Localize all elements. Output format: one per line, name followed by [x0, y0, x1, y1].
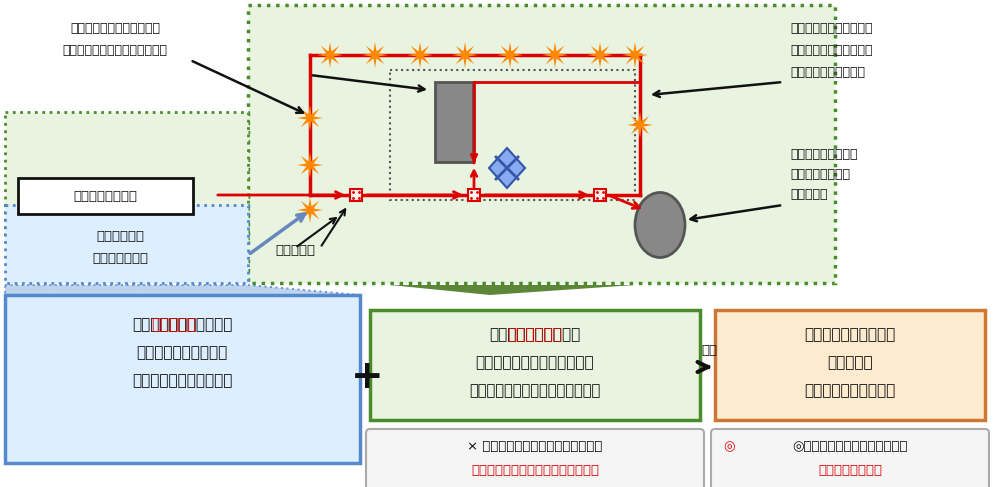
Polygon shape [452, 42, 478, 68]
FancyBboxPatch shape [468, 189, 480, 201]
Text: 線形演算のみ: 線形演算のみ [507, 327, 562, 342]
FancyBboxPatch shape [5, 295, 360, 463]
Polygon shape [407, 42, 433, 68]
Polygon shape [317, 42, 343, 68]
Text: +: + [351, 358, 383, 396]
Text: 万能量子コンピュータ: 万能量子コンピュータ [804, 383, 896, 398]
FancyBboxPatch shape [248, 5, 835, 283]
FancyBboxPatch shape [594, 189, 606, 201]
Polygon shape [627, 112, 653, 138]
Text: ◎: ◎ [723, 441, 734, 453]
Text: × 線形演算のみでは大規模化しても: × 線形演算のみでは大規模化しても [467, 441, 603, 453]
FancyBboxPatch shape [370, 310, 700, 420]
Text: 光パルス発生源: 光パルス発生源 [92, 251, 148, 264]
Polygon shape [390, 285, 635, 295]
Polygon shape [489, 148, 525, 188]
Text: 非線形演算を可能にする: 非線形演算を可能にする [132, 318, 232, 333]
FancyBboxPatch shape [5, 112, 248, 240]
Polygon shape [362, 42, 388, 68]
Text: 線形演算のみが可能な: 線形演算のみが可能な [489, 327, 581, 342]
Polygon shape [297, 152, 323, 178]
Text: 量子性の強い: 量子性の強い [96, 229, 144, 243]
Ellipse shape [635, 192, 685, 258]
Text: メモリの役割のループ: メモリの役割のループ [790, 65, 865, 78]
Text: あらゆる計算が可能な: あらゆる計算が可能な [804, 327, 896, 342]
Polygon shape [622, 42, 648, 68]
Text: 多数の光パルスを蓄える: 多数の光パルスを蓄える [790, 43, 872, 56]
Text: 演算処理のために補助的に: 演算処理のために補助的に [70, 21, 160, 35]
Text: 利用するスクイーズド光パルス: 利用するスクイーズド光パルス [62, 43, 168, 56]
Text: 繰り返しさまざまな: 繰り返しさまざまな [790, 149, 858, 162]
FancyBboxPatch shape [715, 310, 985, 420]
Text: 現代のコンピュータは超えられない: 現代のコンピュータは超えられない [471, 464, 599, 476]
Text: プロセッサ: プロセッサ [790, 188, 828, 202]
FancyBboxPatch shape [350, 189, 362, 201]
FancyBboxPatch shape [366, 429, 704, 487]
Text: 演算処理ができる: 演算処理ができる [790, 169, 850, 182]
FancyBboxPatch shape [435, 82, 473, 162]
FancyBboxPatch shape [5, 205, 248, 283]
Text: 量子性の強い光パルス: 量子性の強い光パルス [136, 345, 228, 360]
Text: 非線形演算: 非線形演算 [151, 318, 197, 333]
Text: スクイーズド光源: スクイーズド光源 [73, 189, 137, 203]
Polygon shape [587, 42, 613, 68]
Text: 高速計算が可能に: 高速計算が可能に [818, 464, 882, 476]
Text: 光量子計算プラットフォーム: 光量子計算プラットフォーム [476, 356, 594, 371]
Polygon shape [542, 42, 568, 68]
Polygon shape [5, 285, 360, 295]
FancyBboxPatch shape [18, 178, 193, 214]
Polygon shape [297, 105, 323, 131]
Polygon shape [497, 42, 523, 68]
Text: 誤り耐性型: 誤り耐性型 [827, 356, 873, 371]
Text: 量子ビットの情報をもつ: 量子ビットの情報をもつ [790, 21, 872, 35]
Text: 光スイッチ: 光スイッチ [275, 244, 315, 257]
Text: （本研究で初めて導入）: （本研究で初めて導入） [132, 374, 232, 389]
Text: 拡張: 拡張 [701, 343, 717, 356]
FancyBboxPatch shape [711, 429, 989, 487]
Text: ◎現代のコンピュータを超える: ◎現代のコンピュータを超える [792, 441, 908, 453]
Text: （世界の報告例は全てこの範囲）: （世界の報告例は全てこの範囲） [469, 383, 601, 398]
Polygon shape [297, 197, 323, 223]
